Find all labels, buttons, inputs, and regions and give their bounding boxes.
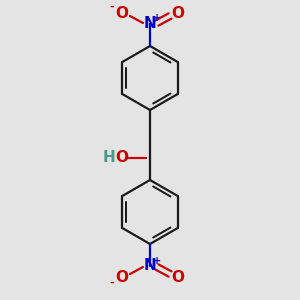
Text: +: + xyxy=(153,14,162,23)
Text: H: H xyxy=(103,151,116,166)
Text: O: O xyxy=(116,269,128,284)
Text: O: O xyxy=(172,269,184,284)
Text: N: N xyxy=(144,259,156,274)
Text: O: O xyxy=(172,5,184,20)
Text: N: N xyxy=(144,16,156,32)
Text: -: - xyxy=(110,278,114,288)
Text: +: + xyxy=(153,256,162,266)
Text: -: - xyxy=(110,2,114,12)
Text: O: O xyxy=(116,5,128,20)
Text: O: O xyxy=(116,151,128,166)
